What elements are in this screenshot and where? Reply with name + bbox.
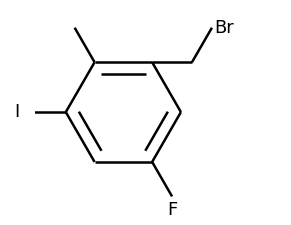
Text: I: I <box>15 103 20 121</box>
Text: Br: Br <box>214 19 234 37</box>
Text: F: F <box>167 201 177 219</box>
